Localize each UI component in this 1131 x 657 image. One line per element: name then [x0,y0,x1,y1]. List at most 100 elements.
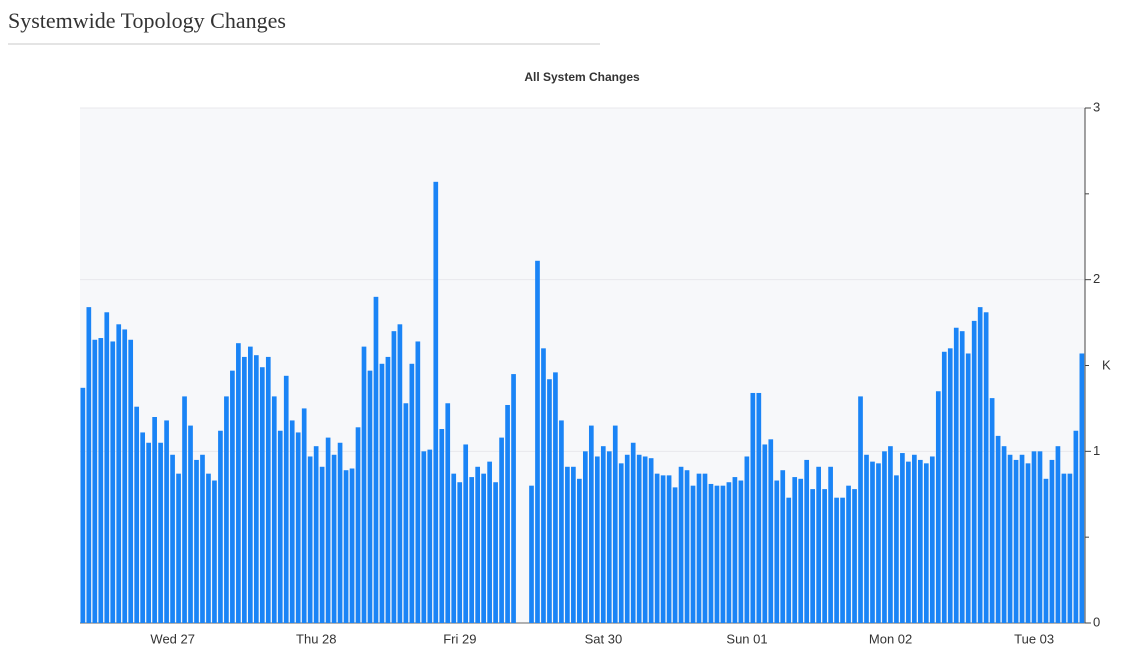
bar [792,477,798,623]
bar [894,475,899,623]
bar [224,396,229,623]
bar [1049,459,1055,623]
bar [654,473,660,623]
bar [170,454,175,623]
bar [624,454,630,623]
bar [690,485,696,623]
bar [427,449,433,623]
bar [433,181,439,624]
bar [822,489,827,623]
bar [337,442,343,623]
bar [409,363,415,623]
x-tick-label: Sat 30 [585,631,623,646]
bar [965,353,971,623]
bar [804,459,810,623]
bar [732,477,738,623]
bar [301,408,307,623]
bar [630,442,636,623]
bar [762,444,768,623]
bar [953,327,959,623]
x-tick-label: Thu 28 [296,631,336,646]
bar [816,466,821,623]
bar [660,475,666,623]
bar [989,398,995,623]
bar [218,430,223,623]
bar [1031,451,1037,623]
x-tick-label: Fri 29 [443,631,476,646]
bar [128,339,134,623]
bar [1073,430,1079,623]
bar [708,483,714,623]
bar [134,406,140,623]
bar [912,454,917,623]
bar [403,403,409,623]
bar [714,485,720,623]
bar [86,307,92,623]
bar [583,451,588,623]
bar [971,320,977,623]
bar [642,456,648,623]
bar [194,459,199,623]
bar [325,437,331,623]
bar [277,430,283,623]
x-tick-label: Wed 27 [150,631,195,646]
bar [493,482,498,623]
bar [918,459,923,623]
bar [768,439,774,623]
bar [696,473,702,623]
bar [313,446,319,623]
bar [475,466,481,623]
bar [941,351,947,623]
bar [810,489,816,623]
x-tick-label: Sun 01 [726,631,767,646]
bar [684,470,690,623]
bar [499,437,504,623]
bar [265,356,271,623]
bar [870,461,875,623]
bar [983,312,989,623]
bar [421,451,427,623]
bar [744,456,750,623]
bar [846,485,851,623]
bar [612,425,618,623]
y-axis-label: K [1102,357,1111,372]
bar [236,343,241,623]
bar [636,454,642,623]
bar [977,307,983,623]
bar [900,453,905,623]
bar [588,425,594,623]
bar [834,497,839,623]
bar [92,339,98,623]
bar [726,482,732,623]
bar [906,461,911,623]
bar [487,461,492,623]
bar [1061,473,1067,623]
bar [553,372,558,623]
bar [146,442,151,623]
bar [648,458,654,623]
bar [242,356,247,623]
bar [738,480,744,623]
bar [756,392,762,623]
bar [959,331,965,623]
bar [577,478,582,623]
bar [750,392,756,623]
bar [666,475,672,623]
bar [283,375,289,623]
bar [780,470,786,623]
bar [923,463,929,623]
bar [176,473,181,623]
bar [253,355,259,623]
bar [505,404,510,623]
bar [271,396,277,623]
bar [864,454,869,623]
bar [451,473,457,623]
bar [535,260,540,623]
bar [373,296,379,623]
bar [529,485,534,623]
bar [319,466,325,623]
bar [212,480,217,623]
bar [1037,451,1043,623]
